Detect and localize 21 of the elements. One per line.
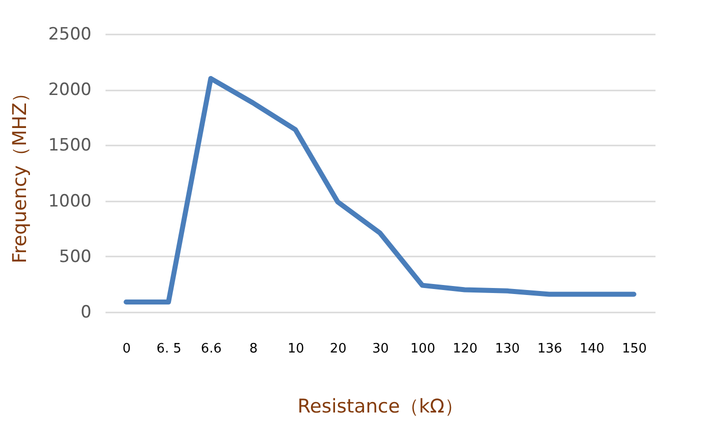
x-tick-label: 6.6	[200, 342, 222, 356]
x-tick-label: 150	[622, 342, 647, 356]
y-tick-label: 2500	[48, 24, 92, 44]
y-tick-label: 500	[59, 246, 92, 267]
x-axis-title: Resistance（kΩ）	[298, 396, 464, 418]
x-tick-label: 10	[288, 342, 304, 356]
x-tick-label: 120	[452, 342, 478, 356]
y-tick-label: 0	[80, 302, 92, 322]
x-tick-label: 30	[372, 342, 389, 356]
y-tick-label: 1500	[48, 136, 92, 156]
y-tick-label: 1000	[48, 191, 92, 212]
x-tick-label: 20	[330, 342, 346, 356]
x-tick-label: 140	[580, 342, 604, 356]
y-tick-label: 2000	[48, 80, 92, 100]
x-tick-label: 100	[410, 342, 436, 356]
x-tick-label: 8	[249, 342, 258, 356]
x-tick-label: 6. 5	[156, 342, 182, 356]
y-axis-title: Frequency（MHZ）	[9, 84, 32, 264]
x-tick-label: 130	[495, 342, 520, 356]
x-tick-label: 136	[537, 342, 562, 356]
x-tick-label: 0	[122, 342, 131, 356]
